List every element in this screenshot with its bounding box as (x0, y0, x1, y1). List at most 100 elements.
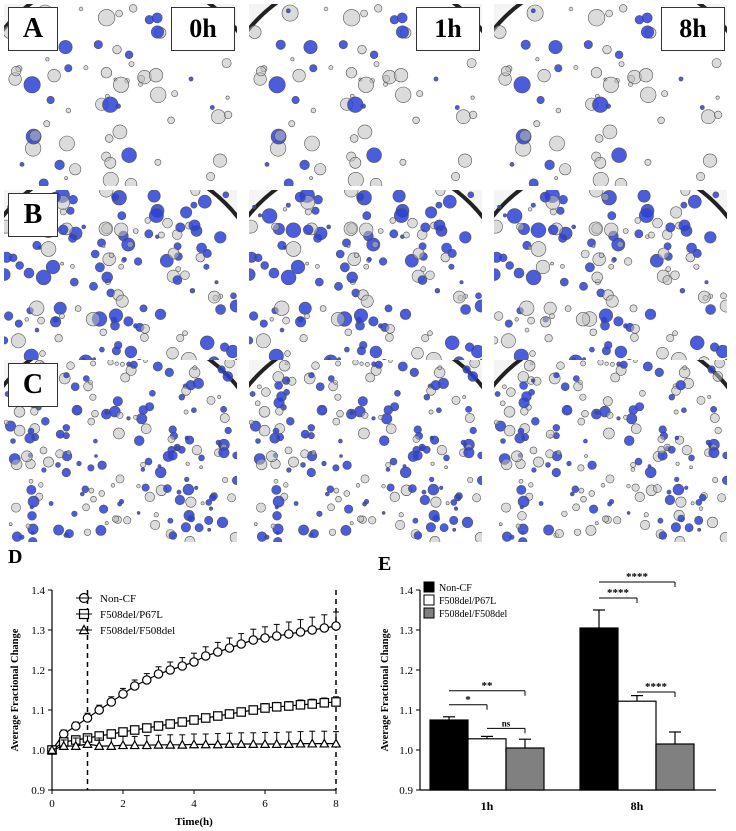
organoid (589, 328, 598, 337)
organoid (453, 506, 459, 511)
organoid (76, 460, 82, 467)
organoid (579, 393, 587, 401)
organoid (602, 44, 612, 55)
organoid (371, 240, 379, 248)
organoid (272, 427, 280, 435)
organoid (314, 163, 327, 176)
organoid (346, 244, 351, 248)
organoid (104, 156, 117, 169)
organoid (449, 515, 459, 525)
organoid (389, 15, 399, 25)
organoid (353, 252, 360, 258)
organoid (603, 427, 615, 440)
organoid (389, 457, 398, 466)
organoid (445, 335, 460, 351)
organoid (699, 105, 705, 110)
organoid (141, 483, 150, 492)
organoid (462, 395, 467, 399)
organoid (214, 280, 219, 285)
organoid (104, 410, 110, 416)
organoid (64, 176, 68, 180)
organoid (342, 9, 361, 27)
organoid (624, 257, 633, 266)
organoid (256, 502, 266, 513)
organoid (680, 190, 691, 196)
organoid (209, 105, 215, 110)
organoid (640, 520, 651, 531)
organoid (500, 333, 516, 349)
organoid (592, 96, 609, 113)
organoid (71, 404, 83, 416)
organoid (678, 76, 684, 82)
organoid (412, 517, 419, 524)
organoid (55, 449, 65, 459)
micrograph-row-c-col-2 (249, 360, 482, 542)
organoid (470, 95, 475, 100)
organoid (13, 424, 26, 437)
organoid (388, 360, 393, 363)
organoid (459, 231, 472, 244)
organoid (722, 451, 727, 460)
organoid (321, 460, 327, 467)
organoid (714, 360, 725, 369)
x-tick-label: 0 (49, 798, 55, 810)
organoid (113, 427, 125, 440)
organoid (664, 494, 675, 506)
organoid (602, 396, 613, 407)
organoid (63, 372, 70, 379)
legend-label: Non-CF (100, 593, 136, 605)
organoid (530, 202, 536, 208)
organoid (712, 191, 720, 199)
x-axis-label: Time(h) (175, 816, 213, 828)
organoid (70, 264, 75, 269)
organoid (253, 253, 263, 263)
organoid (679, 287, 686, 294)
organoid (216, 516, 229, 528)
organoid (256, 66, 267, 77)
organoid (437, 365, 443, 371)
organoid (706, 516, 719, 528)
bar (579, 627, 619, 791)
organoid (65, 107, 72, 114)
data-point (295, 738, 306, 748)
organoid (362, 211, 372, 221)
organoid (561, 510, 568, 517)
organoid (662, 275, 673, 285)
panel-letter-e: E (378, 553, 392, 575)
organoid (340, 524, 352, 536)
organoid (219, 413, 230, 423)
organoid (614, 345, 628, 359)
organoid (252, 204, 257, 209)
organoid (556, 450, 562, 456)
organoid (68, 233, 78, 243)
organoid (417, 275, 428, 285)
organoid (528, 482, 534, 488)
organoid (658, 531, 668, 540)
organoid (530, 8, 536, 14)
organoid (200, 501, 205, 506)
organoid (462, 365, 471, 374)
bar-chart-e: 0.9 1.0 1.1 1.2 1.3 1.4 Average Fractional Cha… (380, 571, 716, 813)
organoid (549, 135, 565, 152)
organoid (102, 96, 119, 113)
organoid (633, 360, 638, 363)
organoid (419, 494, 430, 506)
organoid (335, 496, 342, 503)
legend-label: Non-CF (439, 583, 472, 594)
organoid (39, 350, 46, 357)
organoid (399, 158, 407, 166)
organoid (194, 523, 204, 533)
organoid (123, 316, 134, 327)
organoid (501, 66, 512, 77)
organoid (673, 409, 679, 415)
organoid (172, 275, 183, 285)
organoid (204, 515, 214, 525)
organoid (55, 462, 61, 468)
organoid (639, 389, 646, 397)
organoid (381, 511, 386, 515)
organoid (176, 489, 182, 495)
organoid (443, 454, 450, 462)
organoid (99, 190, 114, 198)
organoid (454, 493, 462, 502)
organoid (629, 304, 638, 313)
